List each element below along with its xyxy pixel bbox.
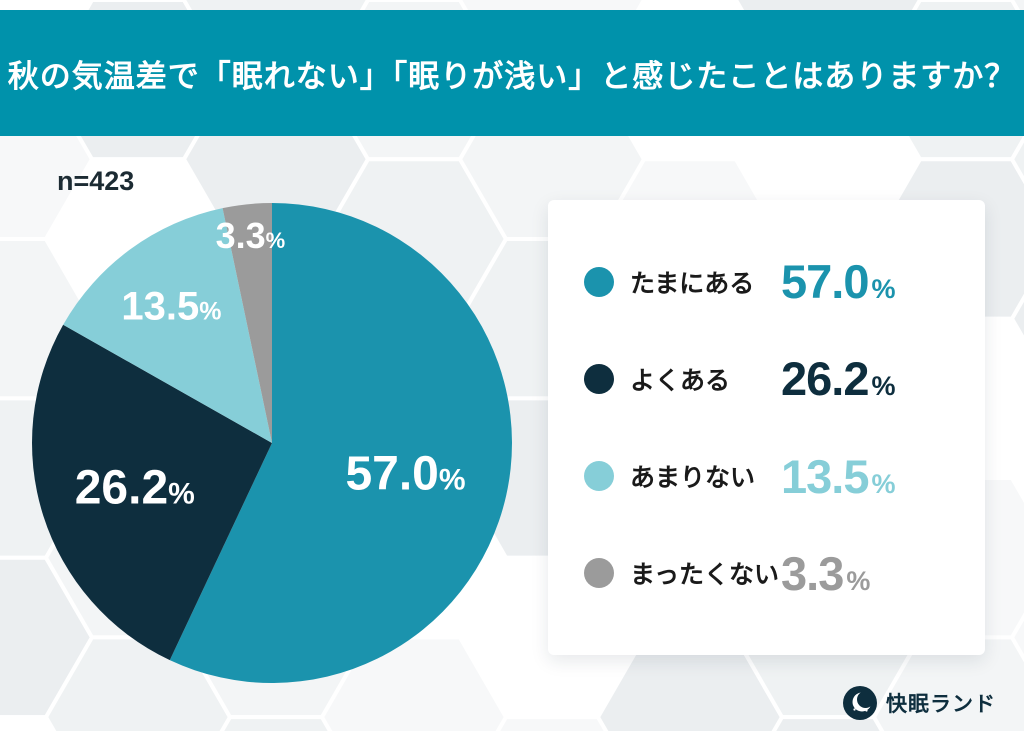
legend-item-2: よくある 26.2% — [548, 351, 985, 406]
legend-value-4: 3.3% — [781, 546, 949, 601]
page-title: 秋の気温差で「眠れない」「眠りが浅い」と感じたことはありますか？ — [7, 58, 1017, 94]
pie-value-label-1: 57.0% — [345, 448, 465, 501]
legend-card: たまにある 57.0% よくある 26.2% あまりない 13.5% まったくな… — [548, 200, 985, 655]
legend-item-1: たまにある 57.0% — [548, 254, 985, 309]
pie-value-label-4: 3.3% — [216, 215, 286, 256]
legend-value-1: 57.0% — [781, 254, 949, 309]
legend-unit-1: % — [871, 274, 896, 305]
legend-value-3: 13.5% — [781, 449, 949, 504]
legend-number-2: 26.2 — [781, 352, 869, 406]
hex-tile — [1009, 293, 1024, 344]
pie-value-label-3: 13.5% — [121, 285, 221, 329]
legend-swatch-3 — [584, 461, 614, 492]
legend-swatch-4 — [584, 558, 614, 589]
title-banner: 秋の気温差で「眠れない」「眠りが浅い」と感じたことはありますか？ — [0, 10, 1024, 136]
pie-slice-2 — [32, 324, 272, 661]
pie-chart-svg: 57.0% 26.2% 13.5% 3.3% — [32, 203, 512, 683]
brand-name: 快眠ランド — [886, 693, 996, 716]
pie-slice-1 — [169, 203, 512, 683]
legend-item-4: まったくない 3.3% — [548, 546, 985, 601]
pie-slice-3 — [63, 208, 272, 443]
legend-label-4: まったくない — [630, 561, 780, 590]
hex-tile — [1009, 453, 1024, 503]
hex-tile — [1009, 134, 1024, 185]
brand-logo: 快眠ランド — [842, 685, 996, 721]
pie-slice-4 — [222, 203, 272, 443]
legend-unit-4: % — [846, 565, 871, 596]
pie-chart: 57.0% 26.2% 13.5% 3.3% — [17, 188, 527, 698]
pie-value-label-2: 26.2% — [75, 461, 195, 514]
sample-size-label: n=423 — [57, 166, 135, 196]
legend-number-1: 57.0 — [781, 255, 869, 309]
legend-label-1: たまにある — [630, 269, 755, 298]
legend-unit-3: % — [871, 468, 896, 499]
legend-value-2: 26.2% — [781, 351, 949, 406]
legend-label-2: よくある — [630, 366, 731, 395]
legend-label-3: あまりない — [630, 464, 756, 493]
legend-number-3: 13.5 — [781, 449, 869, 503]
legend-swatch-2 — [584, 363, 614, 394]
legend-unit-2: % — [871, 371, 896, 402]
legend-item-3: あまりない 13.5% — [548, 449, 985, 504]
legend-number-4: 3.3 — [781, 546, 844, 600]
brand-badge-icon — [843, 686, 877, 720]
legend-swatch-1 — [584, 266, 614, 297]
hex-tile — [1009, 612, 1024, 663]
